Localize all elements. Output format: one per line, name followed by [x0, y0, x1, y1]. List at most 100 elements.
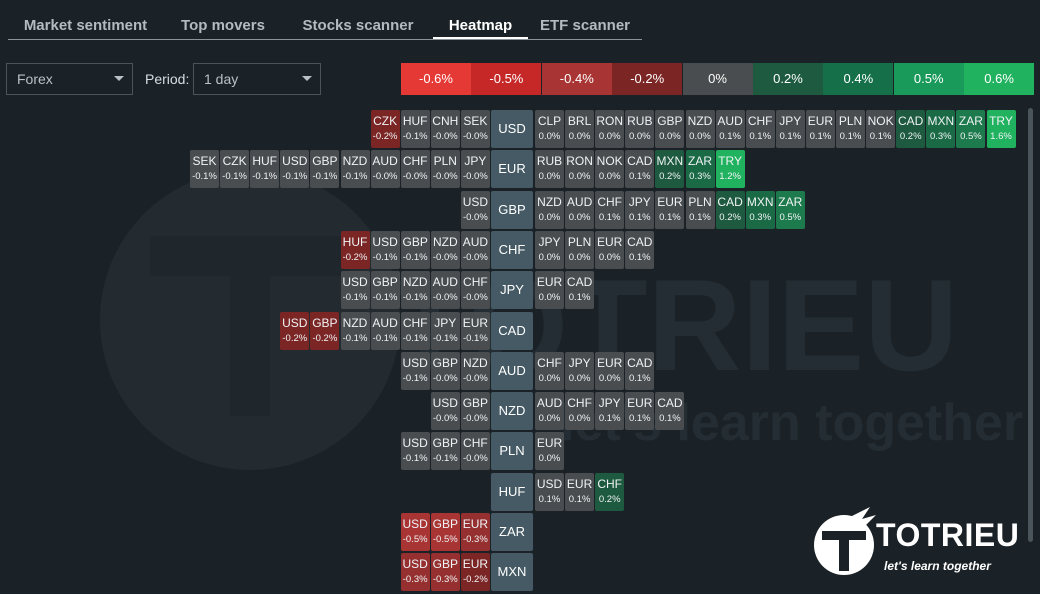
heatmap-cell[interactable]: CAD 0.1% [655, 392, 685, 431]
tab-stocks-scanner[interactable]: Stocks scanner [302, 17, 414, 34]
heatmap-cell[interactable]: NZD -0.1% [340, 150, 370, 189]
heatmap-cell[interactable]: EUR 0.0% [535, 271, 564, 310]
heatmap-cell[interactable]: ZAR 0.5% [775, 190, 805, 229]
heatmap-cell[interactable]: MXN 0.2% [655, 150, 685, 189]
heatmap-cell[interactable]: CAD 0.1% [625, 351, 655, 390]
heatmap-cell[interactable]: RON 0.0% [595, 110, 625, 148]
heatmap-cell[interactable]: JPY 0.0% [535, 230, 564, 269]
heatmap-cell[interactable]: GBP -0.1% [400, 230, 430, 269]
heatmap-cell[interactable]: CZK -0.2% [370, 110, 400, 148]
base-currency-zar[interactable]: ZAR [491, 513, 533, 551]
heatmap-cell[interactable]: USD -0.0% [460, 190, 490, 229]
heatmap-cell[interactable]: ZAR 0.5% [956, 110, 986, 148]
heatmap-cell[interactable]: USD -0.1% [340, 271, 370, 310]
scrollbar[interactable] [1028, 108, 1033, 542]
heatmap-cell[interactable]: GBP -0.1% [430, 432, 460, 471]
heatmap-cell[interactable]: CHF -0.0% [400, 150, 430, 189]
heatmap-cell[interactable]: USD -0.0% [430, 392, 460, 431]
heatmap-cell[interactable]: NZD -0.0% [430, 230, 460, 269]
heatmap-cell[interactable]: HUF -0.1% [250, 150, 280, 189]
heatmap-cell[interactable]: GBP -0.1% [310, 150, 340, 189]
base-currency-jpy[interactable]: JPY [491, 271, 533, 310]
heatmap-cell[interactable]: PLN 0.1% [836, 110, 865, 148]
heatmap-cell[interactable]: JPY -0.0% [460, 150, 490, 189]
heatmap-cell[interactable]: CHF 0.2% [595, 472, 625, 511]
heatmap-cell[interactable]: JPY 0.1% [775, 110, 805, 148]
heatmap-cell[interactable]: NZD -0.1% [400, 271, 430, 310]
heatmap-cell[interactable]: AUD -0.1% [370, 311, 400, 350]
base-currency-chf[interactable]: CHF [491, 230, 533, 269]
heatmap-cell[interactable]: GBP -0.2% [310, 311, 340, 350]
tab-market-sentiment[interactable]: Market sentiment [23, 17, 148, 34]
heatmap-cell[interactable]: BRL 0.0% [565, 110, 595, 148]
heatmap-cell[interactable]: USD -0.5% [400, 513, 430, 551]
heatmap-cell[interactable]: PLN -0.0% [430, 150, 460, 189]
heatmap-cell[interactable]: EUR 0.0% [595, 351, 625, 390]
market-select[interactable]: Forex [6, 63, 133, 95]
heatmap-cell[interactable]: JPY -0.1% [430, 311, 460, 350]
heatmap-cell[interactable]: PLN 0.0% [565, 230, 595, 269]
heatmap-cell[interactable]: GBP -0.0% [460, 392, 490, 431]
heatmap-cell[interactable]: TRY 1.6% [986, 110, 1016, 148]
base-currency-usd[interactable]: USD [491, 110, 533, 148]
heatmap-cell[interactable]: CAD 0.1% [565, 271, 595, 310]
base-currency-pln[interactable]: PLN [491, 432, 533, 471]
heatmap-cell[interactable]: AUD 0.0% [565, 190, 595, 229]
heatmap-cell[interactable]: CHF 0.0% [565, 392, 595, 431]
heatmap-cell[interactable]: NOK 0.0% [595, 150, 625, 189]
base-currency-aud[interactable]: AUD [491, 351, 533, 390]
heatmap-cell[interactable]: USD -0.1% [400, 432, 430, 471]
base-currency-gbp[interactable]: GBP [491, 190, 533, 229]
base-currency-mxn[interactable]: MXN [491, 553, 533, 592]
heatmap-cell[interactable]: JPY 0.1% [595, 392, 625, 431]
heatmap-cell[interactable]: MXN 0.3% [745, 190, 775, 229]
heatmap-cell[interactable]: GBP -0.3% [430, 553, 460, 592]
heatmap-cell[interactable]: HUF -0.2% [340, 230, 370, 269]
period-select[interactable]: 1 day [193, 63, 321, 95]
heatmap-cell[interactable]: EUR 0.0% [595, 230, 625, 269]
heatmap-cell[interactable]: CNH -0.0% [430, 110, 460, 148]
base-currency-nzd[interactable]: NZD [491, 392, 533, 431]
heatmap-cell[interactable]: GBP -0.1% [370, 271, 400, 310]
heatmap-cell[interactable]: CZK -0.1% [220, 150, 250, 189]
heatmap-cell[interactable]: CHF 0.0% [535, 351, 564, 390]
heatmap-cell[interactable]: EUR -0.2% [460, 553, 490, 592]
tab-top-movers[interactable]: Top movers [181, 17, 265, 34]
heatmap-cell[interactable]: GBP 0.0% [655, 110, 685, 148]
heatmap-cell[interactable]: EUR -0.1% [460, 311, 490, 350]
heatmap-cell[interactable]: CAD 0.1% [625, 150, 655, 189]
tab-heatmap[interactable]: Heatmap [433, 8, 528, 39]
heatmap-cell[interactable]: USD -0.1% [280, 150, 310, 189]
heatmap-cell[interactable]: ZAR 0.3% [685, 150, 715, 189]
heatmap-cell[interactable]: AUD -0.0% [370, 150, 400, 189]
heatmap-cell[interactable]: CHF 0.1% [745, 110, 775, 148]
base-currency-huf[interactable]: HUF [491, 472, 533, 511]
heatmap-cell[interactable]: NOK 0.1% [866, 110, 896, 148]
heatmap-cell[interactable]: NZD -0.1% [340, 311, 370, 350]
heatmap-cell[interactable]: CAD 0.2% [896, 110, 926, 148]
heatmap-cell[interactable]: EUR 0.1% [805, 110, 835, 148]
heatmap-cell[interactable]: RON 0.0% [565, 150, 595, 189]
heatmap-cell[interactable]: CLP 0.0% [535, 110, 564, 148]
tab-etf-scanner[interactable]: ETF scanner [539, 17, 631, 34]
heatmap-cell[interactable]: GBP -0.0% [430, 351, 460, 390]
heatmap-cell[interactable]: EUR 0.0% [535, 432, 564, 471]
heatmap-cell[interactable]: SEK -0.0% [460, 110, 490, 148]
heatmap-cell[interactable]: USD -0.2% [280, 311, 310, 350]
heatmap-cell[interactable]: AUD 0.0% [535, 392, 564, 431]
base-currency-cad[interactable]: CAD [491, 311, 533, 350]
heatmap-cell[interactable]: AUD -0.0% [430, 271, 460, 310]
heatmap-cell[interactable]: USD 0.1% [535, 472, 564, 511]
heatmap-cell[interactable]: EUR 0.1% [655, 190, 685, 229]
heatmap-cell[interactable]: JPY 0.1% [625, 190, 655, 229]
heatmap-cell[interactable]: AUD -0.0% [460, 230, 490, 269]
heatmap-cell[interactable]: EUR 0.1% [565, 472, 595, 511]
heatmap-cell[interactable]: NZD 0.0% [685, 110, 715, 148]
heatmap-cell[interactable]: CHF -0.0% [460, 271, 490, 310]
heatmap-cell[interactable]: EUR 0.1% [625, 392, 655, 431]
base-currency-eur[interactable]: EUR [491, 150, 533, 189]
heatmap-cell[interactable]: CAD 0.2% [715, 190, 745, 229]
heatmap-cell[interactable]: GBP -0.5% [430, 513, 460, 551]
heatmap-cell[interactable]: AUD 0.1% [715, 110, 745, 148]
heatmap-cell[interactable]: TRY 1.2% [715, 150, 745, 189]
